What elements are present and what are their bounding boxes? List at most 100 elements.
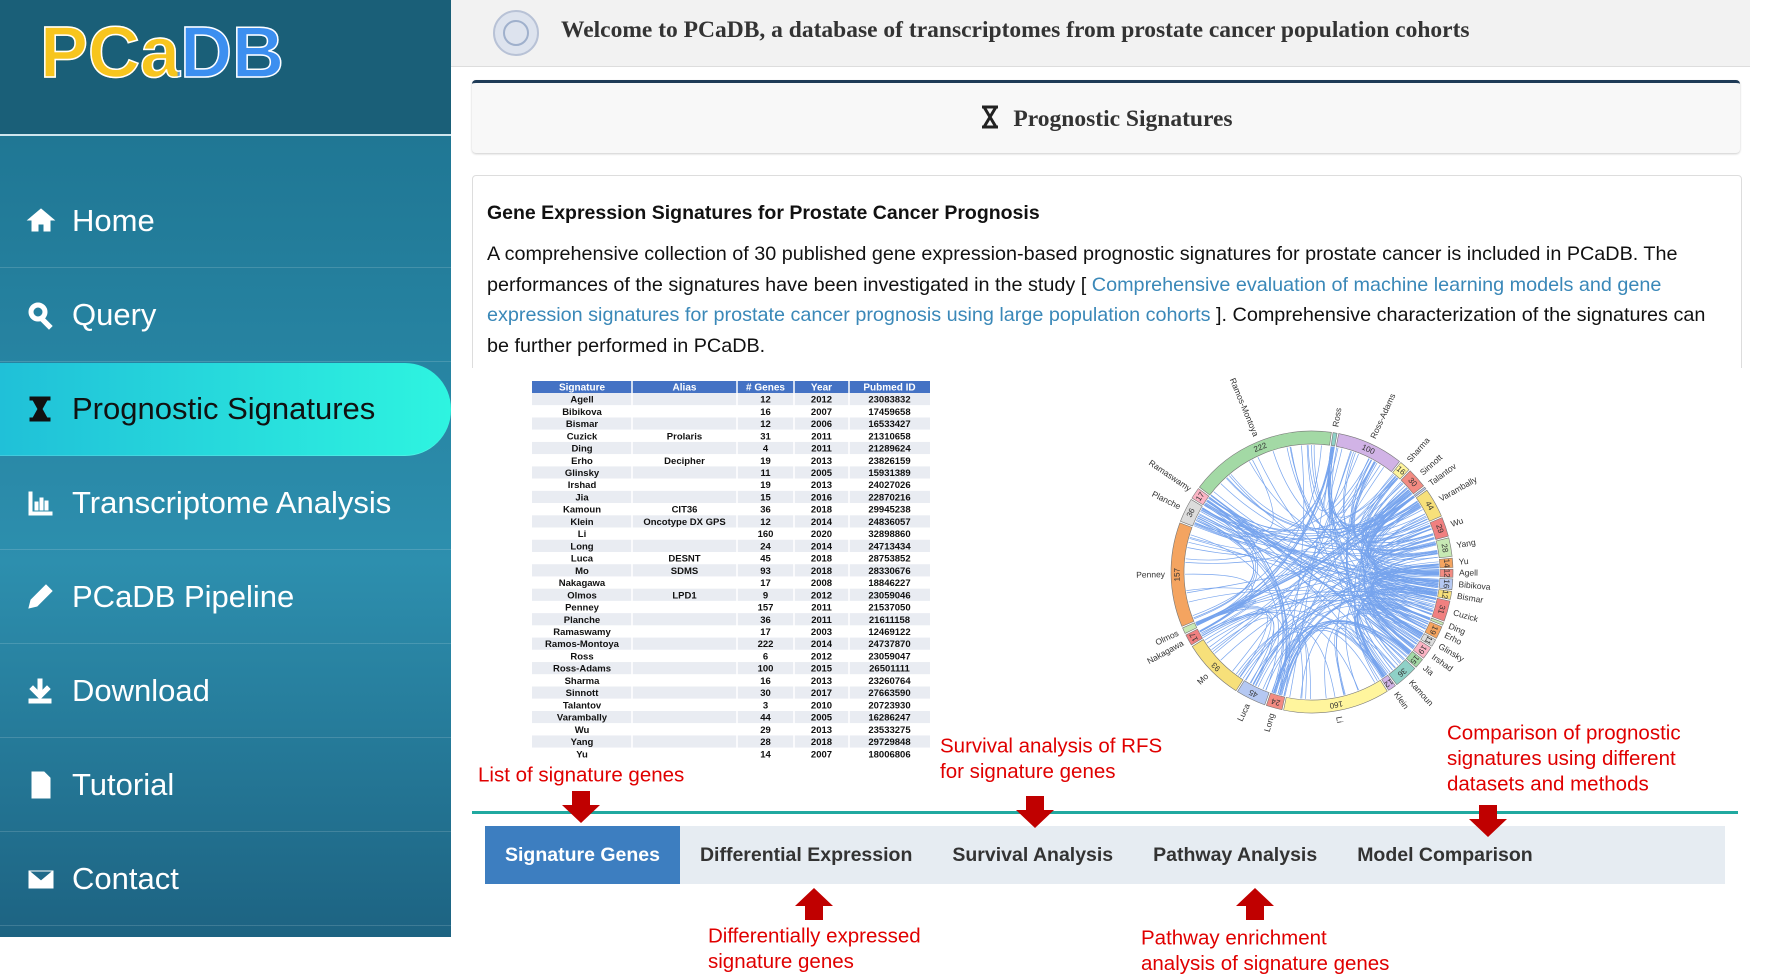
chord [1208,492,1412,534]
icon-shape [28,302,53,330]
card-heading: Gene Expression Signatures for Prostate … [487,202,1040,224]
nav-icon [28,302,53,330]
table-cell: 2018 [811,566,832,577]
circos-count: 45 [1247,687,1259,699]
table-cell: 28 [760,737,771,748]
table-cell: 100 [758,664,774,675]
chord [1194,524,1433,613]
table-cell: Sinnott [566,688,600,699]
table-cell: 22870216 [868,492,910,503]
table-cell: Wu [575,725,590,736]
annotation: analysis of signature genes [1141,952,1389,975]
nav-label: Prognostic Signatures [72,391,376,426]
chord [1238,575,1439,676]
header-seal [493,10,539,56]
table-cell: 28330676 [868,566,910,577]
chord [1190,534,1279,691]
annotation: List of signature genes [478,763,684,786]
table-cell: Cuzick [567,431,598,442]
circos-label: Penney [1136,569,1166,580]
chord [1197,495,1414,541]
circos-label: Agell [1459,568,1478,578]
circos-count: 12 [1442,569,1451,579]
chord [1273,556,1439,694]
table-cell: Luca [571,554,594,565]
circos-segment [1412,640,1432,659]
annotation: signature genes [708,950,854,973]
chord [1336,622,1405,695]
chord [1193,497,1258,544]
circos-segment [1413,486,1427,497]
nav-item[interactable]: Contact [0,833,451,926]
nav-item[interactable]: Tutorial [0,739,451,832]
chord [1208,477,1398,531]
chord [1328,446,1440,573]
tab[interactable]: Signature Genes [485,826,680,884]
icon-shape [28,584,53,609]
chord [1249,625,1384,684]
nav-item[interactable]: Query [0,269,451,362]
chord [1281,591,1437,696]
chord [1357,589,1438,677]
table-cell: 2008 [811,578,832,589]
circos-segment [1237,680,1270,706]
nav-label: Tutorial [72,767,175,802]
table-cell: Penney [565,603,600,614]
chord [1232,461,1376,672]
nav-icon [26,208,56,232]
circos-segment [1283,679,1388,714]
card: Gene Expression Signatures for Prostate … [472,175,1742,417]
circos-label: Ross [1330,407,1343,428]
chord [1273,633,1307,699]
tab[interactable]: Differential Expression [699,843,913,866]
circos-segment [1335,433,1400,473]
chord [1196,590,1436,625]
table-cell: Ding [571,444,592,455]
nav-item[interactable]: PCaDB Pipeline [0,551,451,644]
tab[interactable]: Model Comparison [1357,843,1533,866]
nav-item[interactable]: Prognostic Signatures [0,363,451,456]
chord [1185,573,1253,633]
chord [1354,612,1421,678]
chord [1307,445,1426,533]
table-cell: 2012 [811,395,832,406]
nav-item[interactable]: Transcriptome Analysis [0,457,451,550]
table-cell: 24737870 [868,639,910,650]
icon-shape [28,678,52,704]
chord [1203,600,1429,638]
nav-item[interactable]: Home [0,175,451,268]
table-cell: Nakagawa [559,578,606,589]
chord [1249,461,1436,550]
table-cell: 20723930 [868,700,910,711]
circos-count: 160 [1328,699,1343,710]
table-cell: 32898860 [868,529,910,540]
paper-link[interactable]: Comprehensive evaluation of machine lear… [487,273,1662,327]
icon-shape [29,396,51,422]
chord [1353,461,1437,596]
nav-icon [28,584,53,609]
nav-item[interactable]: Download [0,645,451,738]
circos-count: 24 [1270,696,1282,707]
annotation: Survival analysis of RFS [940,734,1162,757]
table-header-cell: Signature [559,383,606,394]
chord [1202,595,1434,637]
circos-count: 36 [1185,506,1197,518]
chord [1367,552,1438,650]
tab[interactable]: Survival Analysis [952,843,1114,866]
annotation: datasets and methods [1447,772,1649,795]
chord [1369,504,1439,584]
table-cell: 2011 [811,431,832,442]
table-header-cell: Alias [673,383,697,394]
panel-title: Prognostic Signatures [472,105,1740,133]
chord [1300,613,1424,699]
circos-segment [1381,674,1396,691]
chord [1277,628,1385,695]
nav-icon [31,771,51,799]
chord [1209,491,1411,648]
table-cell: Olmos [567,590,597,601]
logo[interactable]: PCaDB [39,12,285,94]
table-cell: 12469122 [868,627,910,638]
tab[interactable]: Pathway Analysis [1153,843,1318,866]
chord [1351,459,1438,555]
table-cell: 44 [760,713,771,724]
